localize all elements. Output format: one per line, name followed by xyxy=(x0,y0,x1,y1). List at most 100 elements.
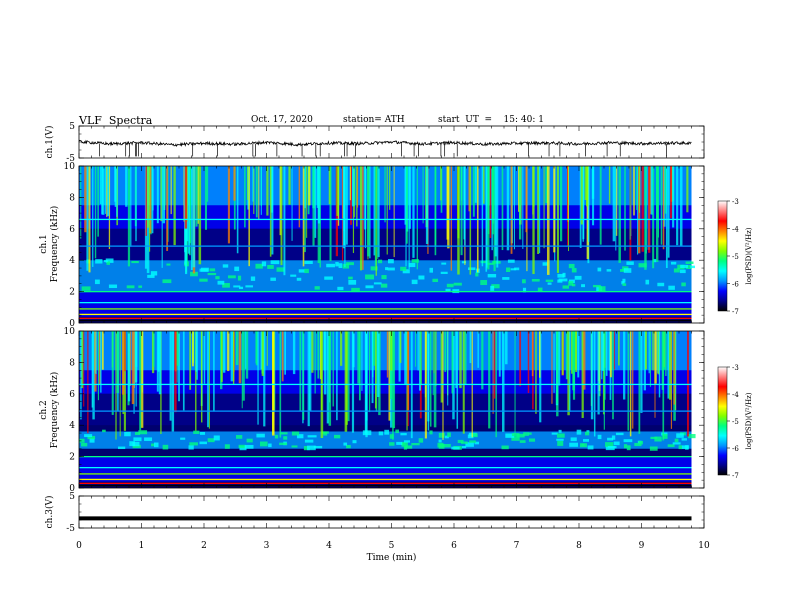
spectrogram-line xyxy=(79,320,692,322)
spectrogram-sferic xyxy=(238,331,242,384)
spectrogram-hiss-blob xyxy=(673,268,680,273)
spectrogram-sferic xyxy=(170,166,172,215)
spectrogram-sferic xyxy=(618,331,620,366)
spectrogram-sferic xyxy=(575,331,577,372)
spectrogram-sferic xyxy=(469,166,472,275)
spectrogram-sferic xyxy=(460,166,463,256)
spectrogram-sferic xyxy=(233,166,236,201)
spectrogram-sferic xyxy=(83,331,85,407)
spectrogram-hiss-blob xyxy=(418,275,425,280)
spectrogram-sferic xyxy=(496,166,499,268)
spectrogram-hiss-blob xyxy=(403,440,410,443)
spectrogram-sferic xyxy=(157,331,160,372)
spectrogram-hiss-blob xyxy=(381,275,387,280)
spectrogram-sferic xyxy=(433,331,437,428)
spectrogram-hiss-blob xyxy=(511,436,520,441)
spectrogram-hiss-blob xyxy=(238,286,244,290)
spectrogram-sferic xyxy=(505,331,508,365)
spectrogram-sferic xyxy=(302,331,305,420)
spectrogram-hiss-blob xyxy=(475,272,479,277)
spectrogram-sferic xyxy=(162,166,166,224)
spectrogram-line xyxy=(79,466,692,469)
spectrogram-sferic xyxy=(660,166,663,245)
header-date: Oct. 17, 2020 xyxy=(251,115,313,125)
spectrogram-hiss-blob xyxy=(586,430,590,433)
spectrogram-sferic xyxy=(227,331,230,372)
spectrogram-sferic xyxy=(665,331,667,377)
spectrogram-hiss-blob xyxy=(180,437,186,440)
spectrogram-sferic xyxy=(522,166,524,249)
spectrogram-sferic xyxy=(104,166,106,214)
spectrogram-sferic xyxy=(393,331,396,429)
spectrogram-sferic xyxy=(204,166,208,230)
spectrogram-hiss-blob xyxy=(576,429,582,435)
spectrogram-hiss-blob xyxy=(486,262,494,265)
spectrogram-sferic xyxy=(102,166,105,215)
ch1-spectrogram-ytick-label: 8 xyxy=(69,193,75,203)
spectrogram-sferic xyxy=(482,166,485,204)
spectrogram-sferic xyxy=(613,331,615,370)
spectrogram-sferic xyxy=(145,166,148,236)
spectrogram-sferic xyxy=(654,331,657,384)
spectrogram-hiss-blob xyxy=(568,281,574,286)
spectrogram-sferic xyxy=(558,331,561,386)
spectrogram-hiss-blob xyxy=(267,265,274,269)
spectrogram-hiss-blob xyxy=(326,263,335,268)
spectrogram-hiss-blob xyxy=(653,258,657,263)
spectrogram-sferic xyxy=(658,331,661,398)
colorbar-ch1-tick-label: -5 xyxy=(732,253,739,261)
spectrogram-hiss-blob xyxy=(568,263,575,269)
colorbar-ch1 xyxy=(717,200,728,312)
spectrogram-sferic xyxy=(648,331,650,374)
spectrogram-sferic xyxy=(452,331,455,420)
spectrogram-sferic xyxy=(447,331,449,406)
spectrogram-sferic xyxy=(389,166,391,210)
spectrogram-sferic xyxy=(582,166,584,242)
spectrogram-hiss-blob xyxy=(337,286,344,291)
spectrogram-line xyxy=(79,313,692,316)
spectrogram-sferic xyxy=(329,166,332,262)
x-tick-label: 4 xyxy=(326,541,332,551)
spectrogram-sferic xyxy=(406,331,408,431)
spectrogram-sferic xyxy=(281,331,284,382)
ch2-spectrogram-ytick-label: 2 xyxy=(69,453,75,463)
spectrogram-sferic xyxy=(608,166,611,204)
spectrogram-hiss-blob xyxy=(615,432,624,436)
spectrogram-sferic xyxy=(474,166,477,203)
spectrogram-hiss-blob xyxy=(622,278,626,283)
spectrogram-sferic xyxy=(374,166,377,266)
spectrogram-sferic xyxy=(686,166,689,213)
spectrogram-sferic xyxy=(488,331,491,429)
spectrogram-line xyxy=(79,410,692,412)
spectrogram-sferic xyxy=(349,166,351,201)
spectrogram-hiss-blob xyxy=(276,267,285,272)
spectrogram-sferic xyxy=(417,331,419,371)
spectrogram-sferic xyxy=(673,331,675,405)
spectrogram-sferic xyxy=(247,166,249,200)
spectrogram-sferic xyxy=(577,331,580,378)
spectrogram-hiss-blob xyxy=(162,444,169,450)
spectrogram-hiss-blob xyxy=(378,431,384,436)
spectrogram-sferic xyxy=(258,166,260,220)
spectrogram-sferic xyxy=(188,166,192,244)
spectrogram-sferic xyxy=(298,166,301,228)
spectrogram-sferic xyxy=(97,166,99,237)
spectrogram-hiss-blob xyxy=(545,279,554,282)
ch1-waveform-line xyxy=(78,139,692,148)
spectrogram-hiss-blob xyxy=(469,440,476,443)
spectrogram-sferic xyxy=(477,331,479,368)
spectrogram-hiss-blob xyxy=(237,275,242,281)
spectrogram-hiss-blob xyxy=(451,446,460,450)
spectrogram-sferic xyxy=(354,166,356,218)
spectrogram-sferic xyxy=(367,166,370,257)
spectrogram-hiss-blob xyxy=(519,440,526,443)
colorbar-ch2-tick-label: -5 xyxy=(732,418,739,426)
x-tick-label: 7 xyxy=(514,541,520,551)
spectrogram-hiss-blob xyxy=(147,274,155,278)
spectrogram-hiss-blob xyxy=(507,259,515,263)
spectrogram-hiss-blob xyxy=(585,431,590,436)
spectrogram-sferic xyxy=(288,166,291,205)
spectrogram-hiss-blob xyxy=(81,442,88,447)
spectrogram-sferic xyxy=(283,166,286,276)
spectrogram-line xyxy=(79,478,692,481)
